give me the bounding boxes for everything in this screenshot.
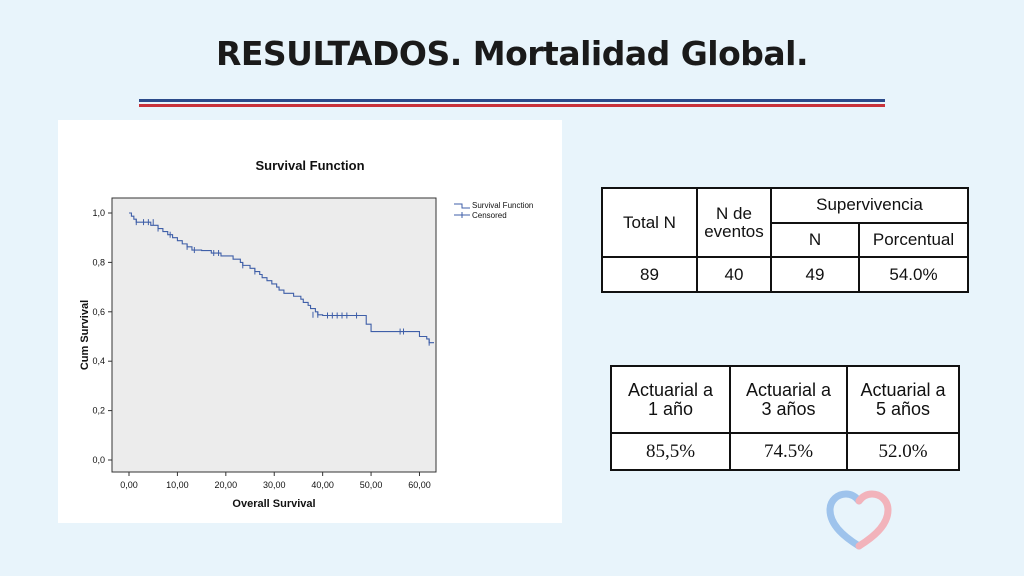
title-rule-red: [139, 104, 885, 107]
x-tick-label: 40,00: [311, 480, 334, 490]
heart-logo-icon: [826, 490, 892, 550]
slide-title: RESULTADOS. Mortalidad Global.: [215, 34, 809, 73]
cell-actuarial-5: 52.0%: [846, 432, 960, 471]
survival-table: Total N N de eventos Supervivencia N Por…: [601, 186, 969, 293]
y-tick-label: 0,6: [92, 307, 105, 317]
x-tick-label: 10,00: [166, 480, 189, 490]
y-tick-label: 0,4: [92, 356, 105, 366]
title-rule-blue: [139, 99, 885, 102]
y-axis-label: Cum Survival: [79, 300, 91, 370]
cell-total-n: 89: [601, 256, 698, 293]
header-actuarial-5-line2: 5 años: [875, 398, 931, 419]
header-n-eventos-line2: eventos: [704, 221, 764, 241]
chart-title: Survival Function: [255, 158, 364, 173]
survival-curve: [129, 212, 434, 344]
header-actuarial-1-line1: Actuarial a: [627, 379, 714, 400]
header-actuarial-1: Actuarial a 1 año: [610, 364, 731, 435]
header-n-eventos: N de eventos: [696, 186, 772, 259]
x-axis-label: Overall Survival: [232, 498, 315, 510]
header-n-eventos-line1: N de: [716, 203, 752, 223]
header-actuarial-5: Actuarial a 5 años: [846, 364, 960, 435]
plot-area: [111, 197, 437, 473]
x-tick-label: 20,00: [215, 480, 238, 490]
cell-actuarial-1: 85,5%: [610, 432, 731, 471]
header-n: N: [770, 221, 860, 259]
y-tick-label: 1,0: [92, 208, 105, 218]
header-actuarial-3: Actuarial a 3 años: [729, 364, 848, 435]
x-tick-label: 30,00: [263, 480, 286, 490]
y-tick-label: 0,0: [92, 455, 105, 465]
cell-porcentual: 54.0%: [858, 256, 969, 293]
actuarial-table: Actuarial a 1 año Actuarial a 3 años Act…: [610, 364, 960, 471]
legend-survival-label: Survival Function: [472, 201, 533, 210]
header-actuarial-3-line2: 3 años: [761, 398, 816, 419]
cell-n: 49: [770, 256, 860, 293]
header-actuarial-1-line2: 1 año: [647, 398, 694, 419]
header-porcentual: Porcentual: [858, 221, 969, 259]
header-total-n: Total N: [601, 186, 698, 259]
y-tick-label: 0,8: [92, 257, 105, 267]
header-supervivencia: Supervivencia: [770, 187, 969, 224]
header-actuarial-5-line1: Actuarial a: [860, 379, 946, 400]
y-tick-label: 0,2: [92, 406, 105, 416]
survival-chart: Survival Function 0,0 0,2 0,4 0,6 0,8 1,0 0,00 1…: [58, 120, 562, 523]
x-tick-label: 60,00: [408, 480, 431, 490]
legend-survival-swatch: [454, 203, 470, 209]
x-tick-label: 50,00: [360, 480, 383, 490]
survival-chart-svg: Survival Function 0,0 0,2 0,4 0,6 0,8 1,0 0,00 1…: [79, 158, 533, 510]
cell-n-eventos: 40: [696, 256, 772, 293]
legend-censored-label: Censored: [472, 211, 507, 220]
x-tick-label: 0,00: [120, 480, 138, 490]
cell-actuarial-3: 74.5%: [729, 432, 848, 471]
header-actuarial-3-line1: Actuarial a: [745, 379, 832, 400]
